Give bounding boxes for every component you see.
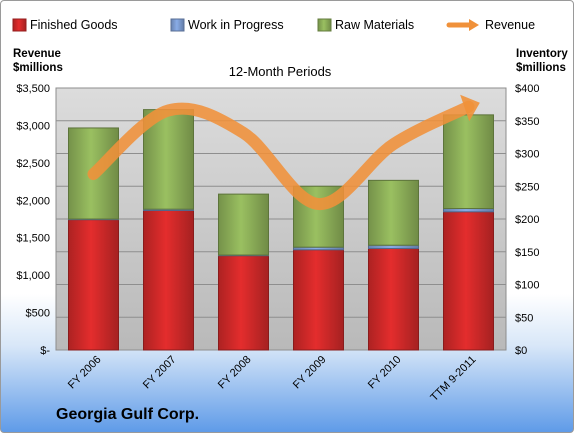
category-label: FY 2007 xyxy=(141,354,179,392)
left-tick-label: $2,500 xyxy=(16,158,50,170)
left-axis-title: $millions xyxy=(13,62,63,74)
legend-label: Raw Materials xyxy=(335,18,414,32)
legend-label: Finished Goods xyxy=(30,18,118,32)
bar-finished-goods xyxy=(68,219,119,351)
left-tick-label: $1,500 xyxy=(16,233,50,245)
right-axis-title: Inventory xyxy=(516,48,568,60)
chart-title: 12-Month Periods xyxy=(229,64,332,79)
bar-raw-materials xyxy=(368,179,419,246)
company-name: Georgia Gulf Corp. xyxy=(56,406,200,423)
revenue-line xyxy=(87,100,475,211)
bar-finished-goods xyxy=(218,255,269,351)
bar-finished-goods xyxy=(368,247,419,351)
right-tick-label: $100 xyxy=(515,280,539,292)
bar-raw-materials xyxy=(143,109,194,210)
right-tick-label: $350 xyxy=(515,116,539,128)
category-label: TTM 9-2011 xyxy=(428,354,478,404)
category-label: FY 2009 xyxy=(291,354,329,392)
left-tick-label: $500 xyxy=(26,308,50,320)
bar-finished-goods xyxy=(293,249,344,351)
legend-label: Work in Progress xyxy=(188,18,284,32)
right-tick-label: $50 xyxy=(515,312,533,324)
bar-finished-goods xyxy=(143,209,194,351)
right-tick-label: $400 xyxy=(515,83,539,95)
right-tick-label: $200 xyxy=(515,214,539,226)
revenue-arrowhead xyxy=(460,94,480,122)
legend-swatch xyxy=(12,18,27,32)
left-tick-label: $3,500 xyxy=(16,83,50,95)
right-tick-label: $300 xyxy=(515,149,539,161)
right-axis-title: $millions xyxy=(516,62,566,74)
legend-swatch xyxy=(469,19,479,31)
left-tick-label: $- xyxy=(40,345,50,357)
left-tick-label: $2,000 xyxy=(16,195,50,207)
bar-finished-goods xyxy=(443,211,494,351)
category-label: FY 2010 xyxy=(366,354,404,392)
bar-raw-materials xyxy=(443,114,494,210)
left-axis-title: Revenue xyxy=(13,48,61,60)
right-tick-label: $250 xyxy=(515,181,539,193)
right-tick-label: $150 xyxy=(515,247,539,259)
category-label: FY 2006 xyxy=(66,354,104,392)
right-tick-label: $0 xyxy=(515,345,527,357)
bar-raw-materials xyxy=(218,193,269,256)
left-tick-label: $3,000 xyxy=(16,120,50,132)
left-tick-label: $1,000 xyxy=(16,270,50,282)
legend-swatch xyxy=(317,18,332,32)
legend-label: Revenue xyxy=(485,18,535,32)
legend-swatch xyxy=(170,18,185,32)
category-label: FY 2008 xyxy=(216,354,254,392)
